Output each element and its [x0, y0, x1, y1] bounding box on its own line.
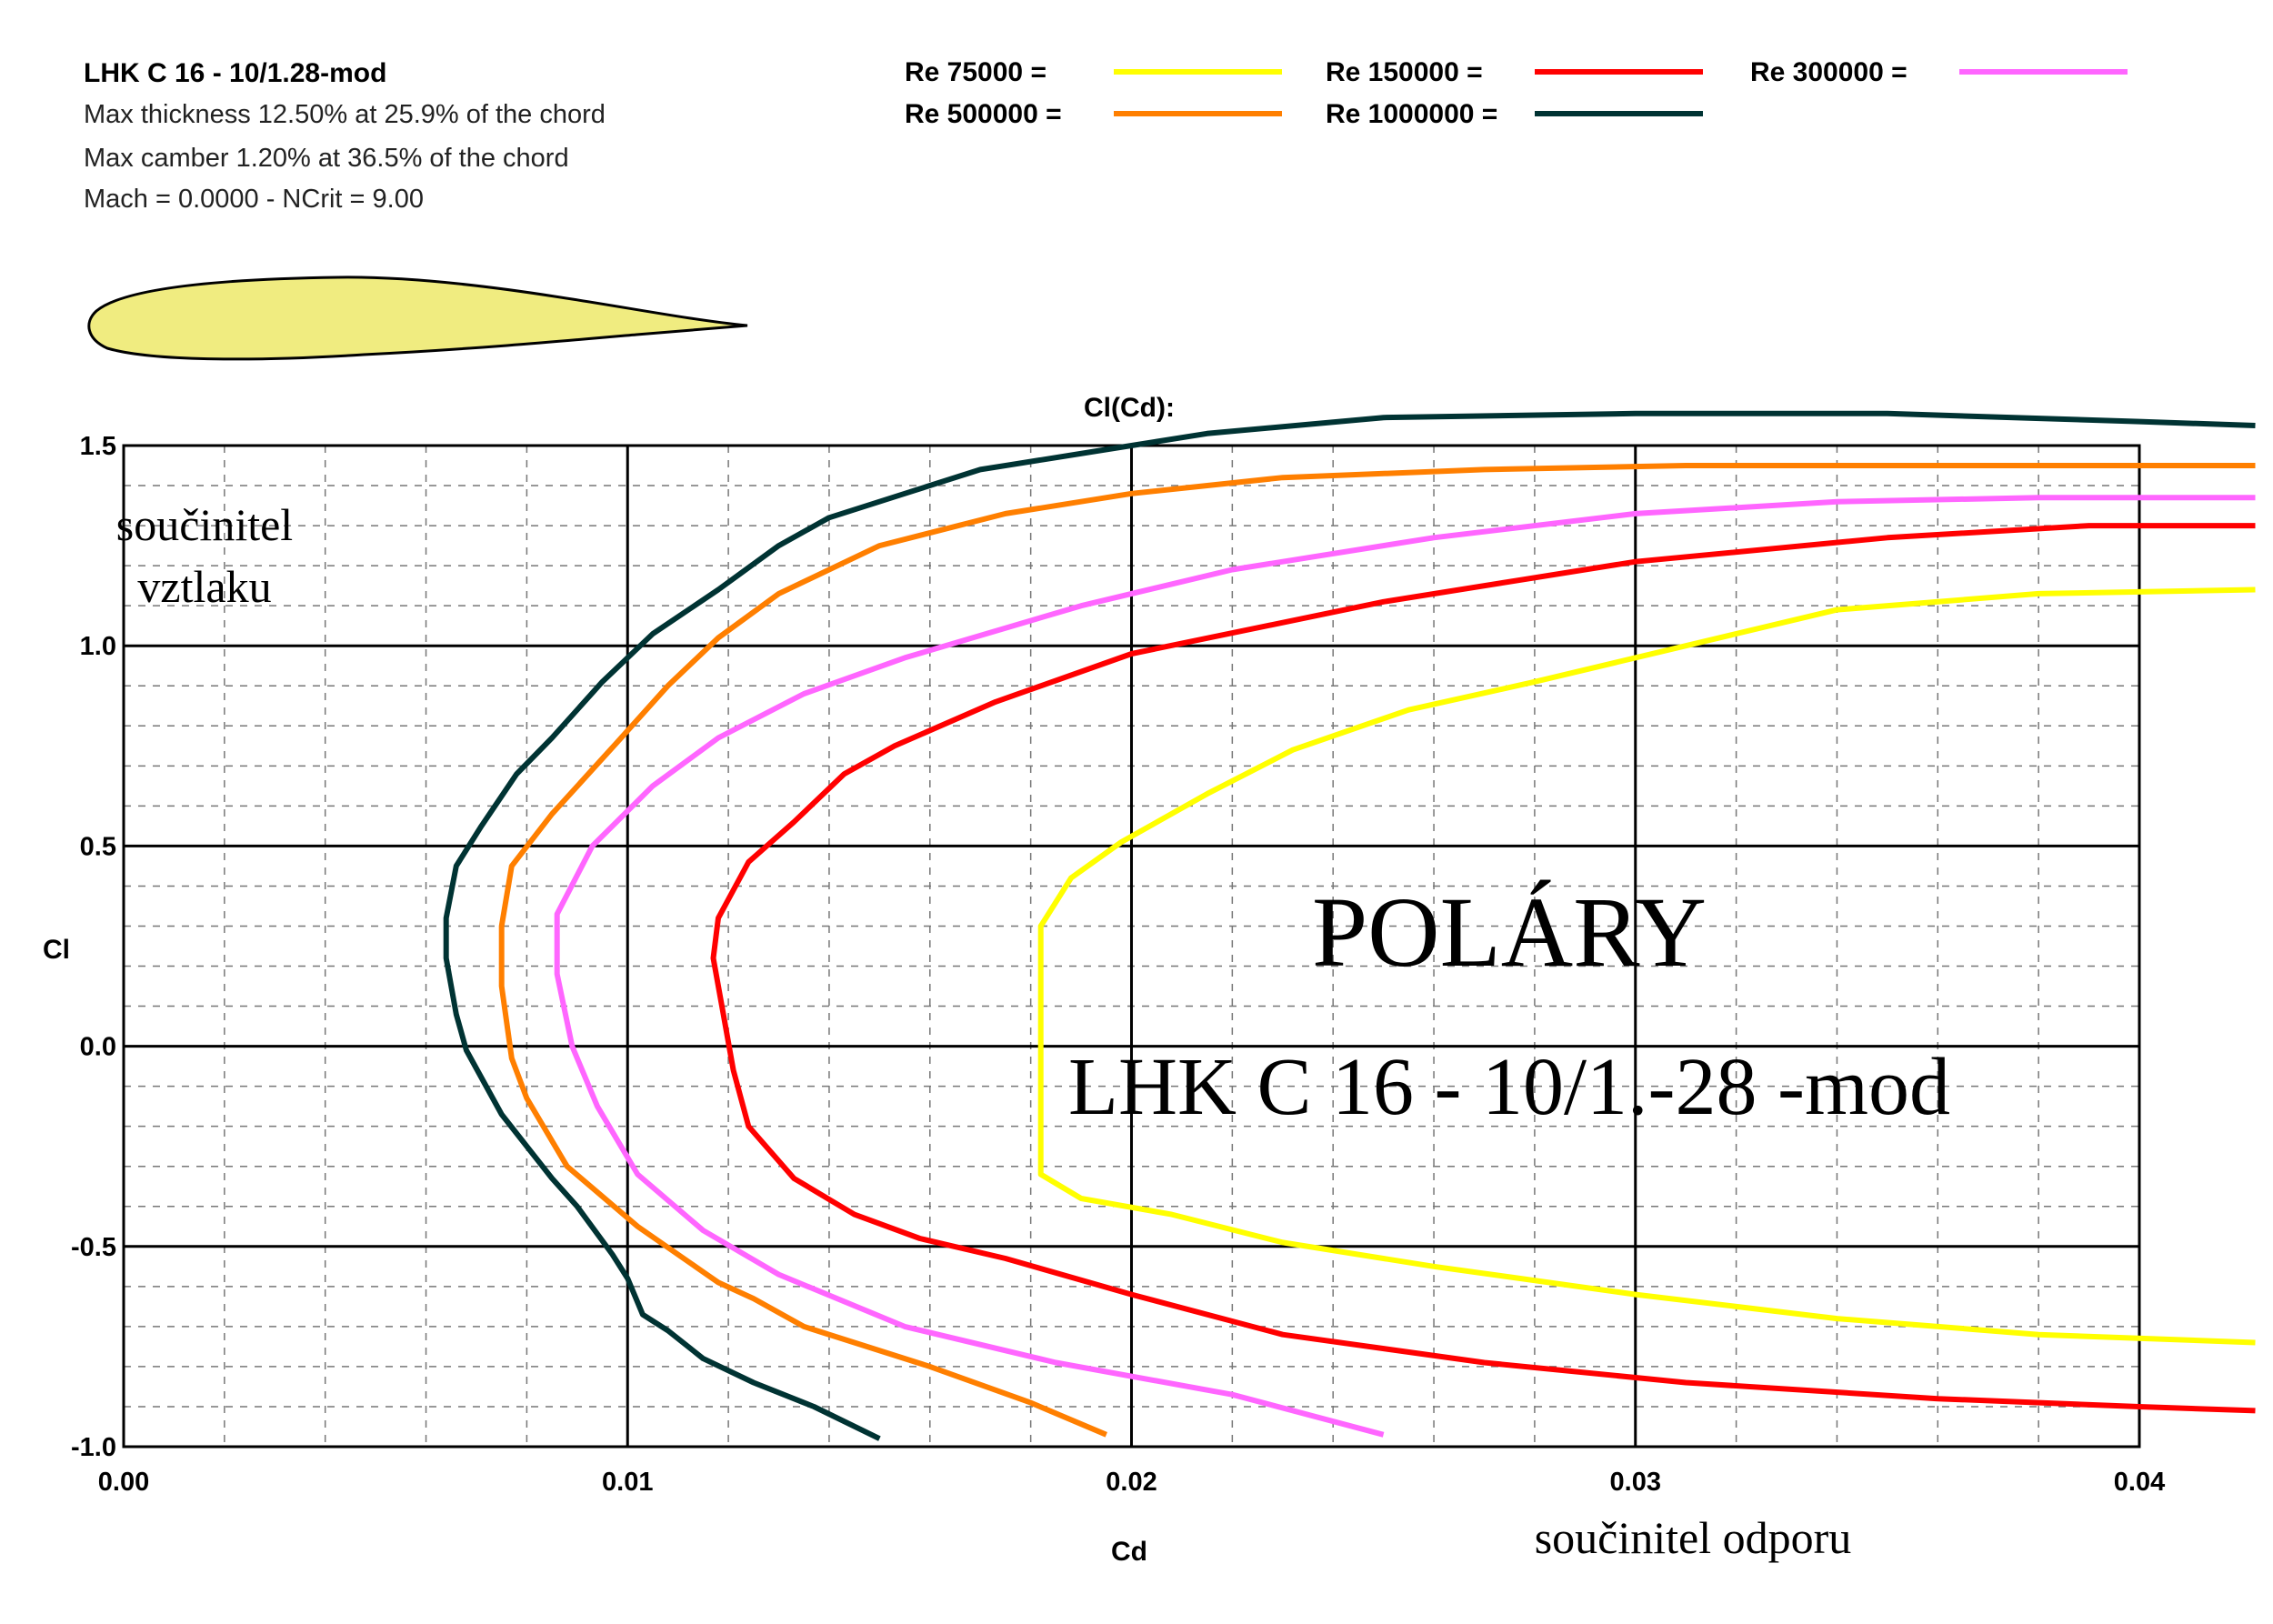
x-tick-label: 0.00 [98, 1468, 149, 1497]
legend-label: Re 75000 = [905, 57, 1046, 87]
series-line-re-1000000 [443, 410, 2256, 1441]
airfoil-name: LHK C 16 - 10/1.28-mod [84, 58, 386, 88]
ylabel-czech-line1: součinitel [116, 499, 293, 550]
legend-label: Re 1000000 = [1326, 99, 1497, 129]
x-tick-label: 0.01 [602, 1468, 653, 1497]
mach-info: Mach = 0.0000 - NCrit = 9.00 [84, 185, 424, 214]
y-tick-label: 0.5 [80, 832, 116, 861]
y-tick-label: 1.0 [80, 632, 116, 661]
series-line-re-300000 [554, 495, 2256, 1438]
y-tick-label: 1.5 [80, 432, 116, 461]
y-tick-label: -0.5 [71, 1233, 116, 1262]
series-line-re-150000 [710, 523, 2256, 1414]
legend-label: Re 500000 = [905, 99, 1062, 129]
x-tick-label: 0.04 [2114, 1468, 2165, 1497]
x-tick-label: 0.02 [1106, 1468, 1157, 1497]
series-line-re-500000 [498, 463, 2256, 1438]
chart-title: Cl(Cd): [1084, 393, 1175, 423]
airfoil-shape [87, 276, 748, 361]
series-line-re-75000 [1037, 586, 2256, 1346]
ylabel-czech-line2: vztlaku [137, 561, 271, 612]
x-tick-label: 0.03 [1610, 1468, 1661, 1497]
big-subtitle: LHK C 16 - 10/1.-28 -mod [1068, 1042, 1950, 1132]
y-tick-label: -1.0 [71, 1433, 116, 1462]
xlabel-czech: součinitel odporu [1535, 1512, 1852, 1563]
y-axis-label: Cl [43, 935, 70, 965]
plot-area: 0.00 0.01 0.02 0.03 0.04 -1.0 -0.5 0.0 0.5 1.0 1.5 [71, 410, 2256, 1497]
legend-label: Re 300000 = [1750, 57, 1908, 87]
legend-label: Re 150000 = [1326, 57, 1483, 87]
legend: Re 75000 = Re 150000 = Re 300000 = Re 50000… [905, 57, 2128, 129]
x-axis-label: Cd [1111, 1537, 1147, 1567]
big-title: POLÁRY [1312, 877, 1707, 987]
camber-info: Max camber 1.20% at 36.5% of the chord [84, 144, 569, 173]
thickness-info: Max thickness 12.50% at 25.9% of the cho… [84, 100, 606, 129]
y-tick-label: 0.0 [80, 1033, 116, 1062]
